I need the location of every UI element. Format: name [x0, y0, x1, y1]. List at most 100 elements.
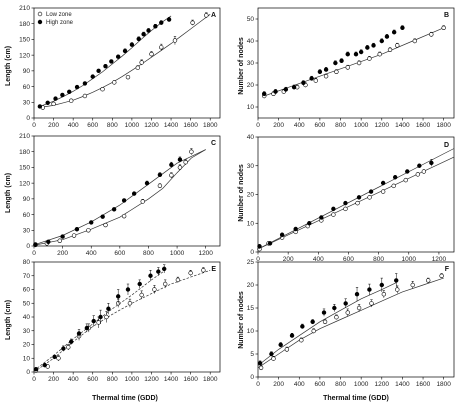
point-low-zone-a	[82, 93, 88, 99]
point-low-zone-f	[284, 347, 290, 352]
x-tick-label-c: 0	[32, 250, 36, 257]
x-tick-label-b: 400	[294, 122, 305, 129]
y-tick-label-b: 20	[247, 82, 255, 89]
x-tick-label-c: 400	[86, 250, 97, 257]
point-high-zone-d	[380, 180, 386, 186]
point-low-zone-d	[343, 206, 348, 212]
point-low-zone-a	[204, 13, 209, 18]
panel-letter-c: C	[211, 140, 216, 147]
x-tick-label-b: 1200	[375, 122, 390, 129]
point-low-zone-a	[51, 101, 56, 107]
point-low-zone-f	[299, 338, 304, 343]
point-low-zone-c	[71, 233, 77, 238]
point-low-zone-b	[356, 60, 362, 66]
x-tick-label-b: 0	[256, 122, 260, 129]
point-low-zone-e	[175, 277, 181, 283]
point-low-zone-b	[412, 38, 417, 44]
x-tick-label-a: 600	[87, 122, 98, 129]
y-tick-label-e: 0	[26, 369, 30, 376]
point-high-zone-f	[343, 301, 348, 306]
x-tick-label-b: 1400	[395, 122, 410, 129]
point-low-zone-d	[355, 200, 360, 206]
point-low-zone-a	[68, 98, 74, 103]
point-low-zone-b	[395, 43, 400, 48]
x-tick-label-e: 200	[48, 376, 59, 383]
point-high-zone-d	[343, 200, 348, 206]
point-low-zone-c	[140, 199, 145, 204]
point-high-zone-a	[53, 96, 58, 101]
x-tick-label-c: 600	[114, 250, 125, 257]
y-tick-label-c: 30	[23, 227, 31, 234]
point-low-zone-f	[271, 356, 276, 361]
point-high-zone-a	[115, 54, 121, 59]
point-high-zone-a	[109, 59, 114, 64]
point-low-zone-a	[172, 38, 178, 43]
y-tick-label-d: 10	[247, 220, 255, 227]
y-axis-title-d: Number of nodes	[238, 164, 245, 222]
point-low-zone-f	[381, 292, 387, 297]
point-low-zone-a	[112, 80, 117, 85]
panel-c: 0 200 400 600 800 1000 1200 0 30 60 90 120 150 180 210	[19, 133, 221, 257]
point-high-zone-e	[156, 269, 161, 274]
y-tick-label-c: 60	[23, 212, 31, 219]
point-high-zone-a	[82, 81, 88, 86]
point-high-zone-b	[339, 58, 344, 63]
x-tick-label-c: 800	[143, 250, 154, 257]
point-low-zone-f	[410, 282, 415, 288]
x-tick-label-a: 400	[68, 122, 79, 129]
point-high-zone-c	[74, 227, 80, 232]
point-high-zone-e	[98, 314, 103, 320]
point-low-zone-e	[162, 281, 168, 287]
point-low-zone-a	[139, 60, 144, 65]
point-high-zone-c	[111, 207, 117, 212]
plot-frame-c	[33, 135, 221, 247]
x-tick-label-a: 200	[48, 122, 59, 129]
y-tick-label-f: 25	[247, 259, 255, 266]
x-tick-label-a: 800	[107, 122, 118, 129]
point-low-zone-a	[100, 86, 105, 92]
x-tick-label-f: 1800	[436, 381, 451, 388]
x-tick-label-b: 600	[314, 122, 325, 129]
legend-marker-low-zone	[37, 11, 43, 17]
point-high-zone-f	[321, 310, 327, 315]
point-high-zone-c	[100, 214, 105, 219]
y-tick-label-f: 0	[250, 374, 254, 381]
point-high-zone-b	[261, 91, 267, 97]
point-high-zone-d	[393, 175, 398, 180]
x-tick-label-b: 1600	[416, 122, 431, 129]
point-high-zone-c	[157, 172, 163, 177]
y-tick-label-f: 20	[247, 282, 255, 289]
point-low-zone-b	[323, 73, 329, 79]
x-axis-title-e: Thermal time (GDD)	[92, 395, 158, 402]
panel-letter-b: B	[444, 12, 449, 19]
point-low-zone-e	[66, 345, 71, 350]
y-tick-label-a: 60	[23, 84, 31, 91]
point-high-zone-f	[300, 324, 305, 329]
x-tick-label-e: 1600	[183, 376, 198, 383]
point-high-zone-b	[365, 45, 370, 50]
panel-e: 0 200 400 600 800 1000 1200 1400 1600 1800 0 10 20 30…	[23, 259, 221, 383]
x-tick-label-a: 1800	[203, 122, 218, 129]
point-high-zone-a	[37, 104, 43, 109]
point-low-zone-e	[96, 320, 101, 325]
point-high-zone-a	[159, 20, 164, 25]
point-low-zone-e	[188, 270, 193, 276]
x-tick-label-f: 1200	[375, 381, 390, 388]
point-high-zone-a	[129, 42, 135, 47]
panel-b: 0 200 400 600 800 1000 1200 1400 1600 1800 10 20 30 4…	[247, 7, 455, 129]
point-high-zone-d	[319, 215, 324, 220]
point-high-zone-b	[371, 43, 376, 48]
point-high-zone-f	[332, 305, 337, 311]
y-axis-title-f: Number of nodes	[238, 291, 245, 349]
y-tick-label-e: 50	[23, 300, 31, 307]
x-tick-label-a: 1600	[183, 122, 198, 129]
point-high-zone-a	[146, 28, 151, 33]
point-high-zone-a	[136, 36, 141, 42]
y-tick-label-a: 120	[19, 52, 30, 59]
point-high-zone-c	[144, 180, 150, 186]
point-high-zone-c	[89, 220, 94, 225]
point-high-zone-e	[162, 266, 167, 272]
panel-a: 0 200 400 600 800 1000 1200 1400 1600 1800 0 30 60 90…	[19, 5, 221, 129]
point-low-zone-d	[331, 212, 336, 217]
y-tick-label-a: 90	[23, 68, 31, 75]
